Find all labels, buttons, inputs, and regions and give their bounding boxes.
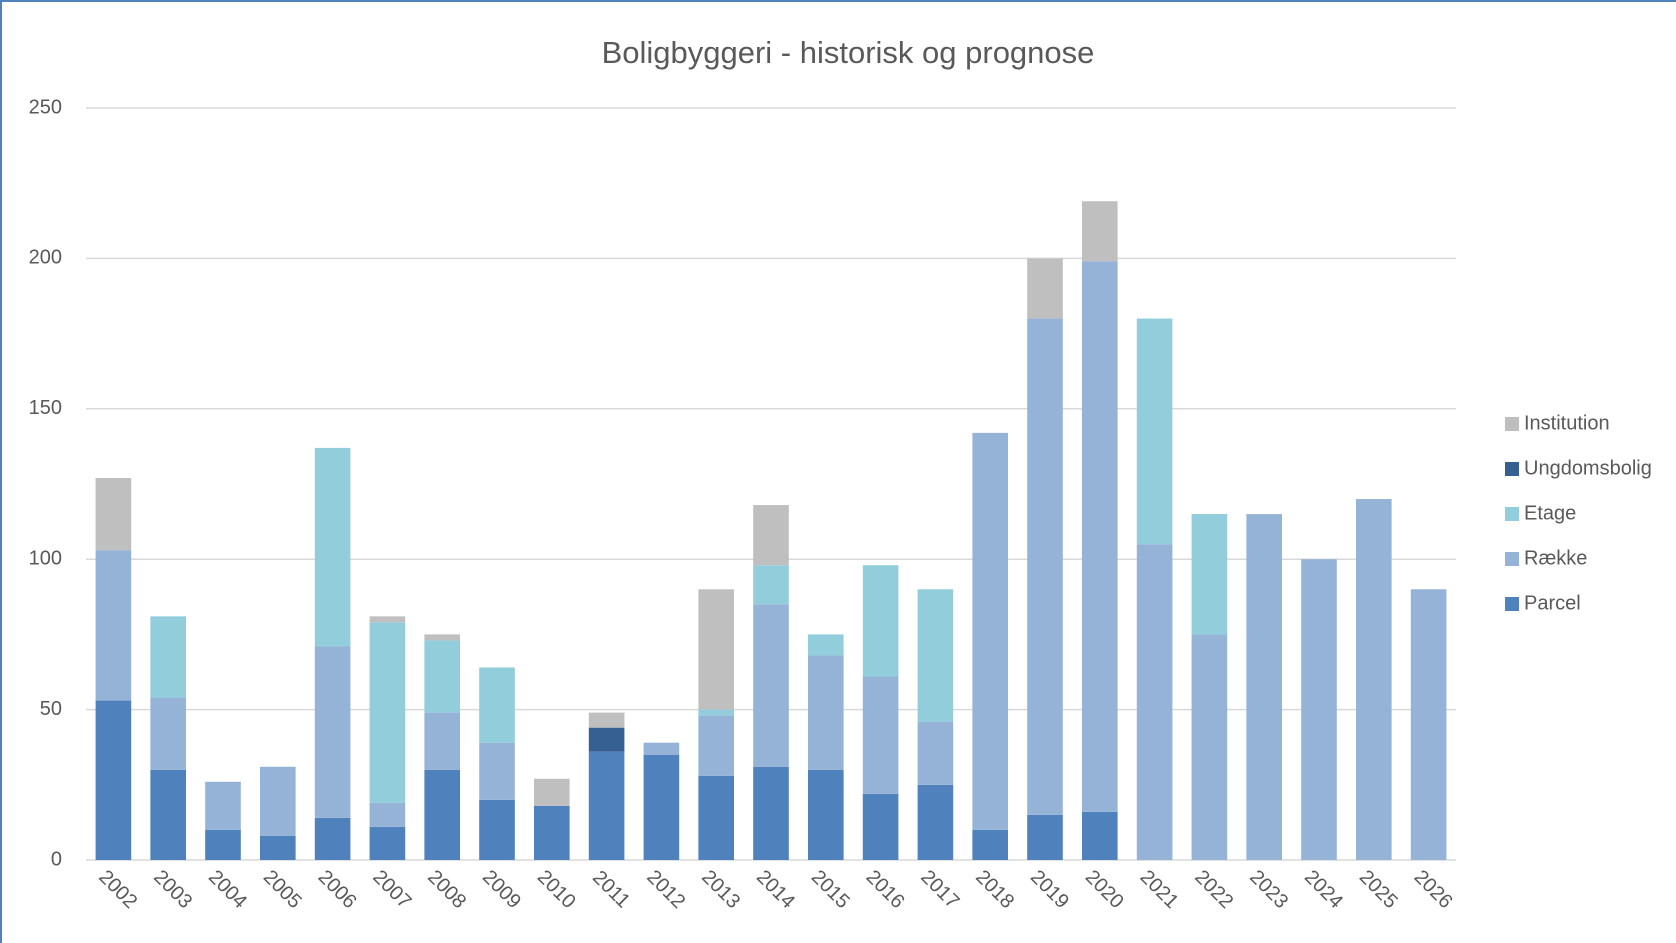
bar-segment — [807, 655, 844, 770]
bar-segment — [1246, 514, 1283, 860]
y-tick-label: 0 — [51, 848, 62, 870]
bar-segment — [753, 604, 789, 767]
bar-segment — [862, 565, 899, 677]
bar-segment — [369, 616, 406, 623]
bar-segment — [424, 640, 461, 713]
bar-segment — [862, 676, 899, 794]
bar-segment — [698, 709, 735, 716]
bar-segment — [807, 634, 844, 656]
bar-segment — [917, 721, 954, 785]
bar-segment — [369, 826, 406, 860]
bar-segment — [424, 634, 461, 641]
bar-segment — [1410, 589, 1447, 860]
bar-segment — [1081, 201, 1118, 262]
bar-segment — [1027, 258, 1063, 319]
legend-swatch — [1505, 597, 1519, 611]
bar-segment — [698, 775, 735, 860]
bar-segment — [1081, 261, 1118, 812]
bar-segment — [698, 589, 735, 710]
y-tick-label: 50 — [40, 698, 62, 720]
bar-segment — [1191, 634, 1228, 860]
legend-label: Ungdomsbolig — [1524, 457, 1652, 479]
bar-segment — [753, 565, 789, 605]
legend-label: Etage — [1524, 502, 1576, 524]
bar-segment — [95, 477, 132, 551]
bar-segment — [588, 751, 625, 860]
y-tick-label: 250 — [29, 96, 62, 118]
bar-segment — [479, 742, 515, 800]
bar-segment — [259, 766, 296, 836]
bar-segment — [314, 447, 351, 647]
bar-segment — [1136, 544, 1173, 860]
bar-segment — [972, 432, 1009, 830]
bar-segment — [95, 550, 132, 701]
bar-segment — [807, 769, 844, 860]
legend-swatch — [1505, 417, 1519, 431]
bar-segment — [1081, 811, 1118, 860]
bar-segment — [643, 754, 680, 860]
y-tick-label: 200 — [29, 247, 62, 269]
bar-segment — [150, 697, 187, 770]
bar-segment — [698, 715, 735, 776]
legend-label: Parcel — [1524, 592, 1581, 614]
bar-segment — [205, 829, 241, 860]
bar-segment — [95, 700, 132, 860]
bar-segment — [588, 712, 625, 728]
bar-segment — [753, 505, 789, 566]
bar-segment — [479, 799, 515, 860]
bar-segment — [424, 769, 461, 860]
bar-segment — [1027, 814, 1063, 860]
legend-swatch — [1505, 462, 1519, 476]
bar-segment — [259, 835, 296, 860]
bar-segment — [205, 781, 241, 830]
bar-segment — [1136, 318, 1173, 545]
bar-segment — [533, 778, 570, 806]
legend-label: Institution — [1524, 412, 1610, 434]
bar-segment — [1027, 318, 1063, 815]
bar-segment — [314, 817, 351, 860]
bar-segment — [917, 589, 954, 722]
chart-title: Boligbyggeri - historisk og prognose — [602, 35, 1095, 70]
bar-segment — [1355, 499, 1392, 860]
bar-segment — [1191, 514, 1228, 635]
bar-segment — [643, 742, 680, 755]
bar-segment — [424, 712, 461, 770]
legend-label: Række — [1524, 547, 1587, 569]
bar-segment — [588, 727, 625, 752]
bar-segment — [1301, 559, 1337, 860]
bar-segment — [479, 667, 515, 743]
legend-swatch — [1505, 552, 1519, 566]
bar-segment — [972, 829, 1009, 860]
y-tick-label: 150 — [29, 397, 62, 419]
bar-segment — [150, 769, 187, 860]
legend-swatch — [1505, 507, 1519, 521]
bar-segment — [533, 805, 570, 860]
bar-segment — [917, 784, 954, 860]
bar-segment — [753, 766, 789, 860]
bar-segment — [150, 616, 187, 698]
y-tick-label: 100 — [29, 547, 62, 569]
bar-segment — [369, 622, 406, 803]
bar-segment — [369, 802, 406, 827]
bar-segment — [314, 646, 351, 818]
bar-segment — [862, 793, 899, 860]
